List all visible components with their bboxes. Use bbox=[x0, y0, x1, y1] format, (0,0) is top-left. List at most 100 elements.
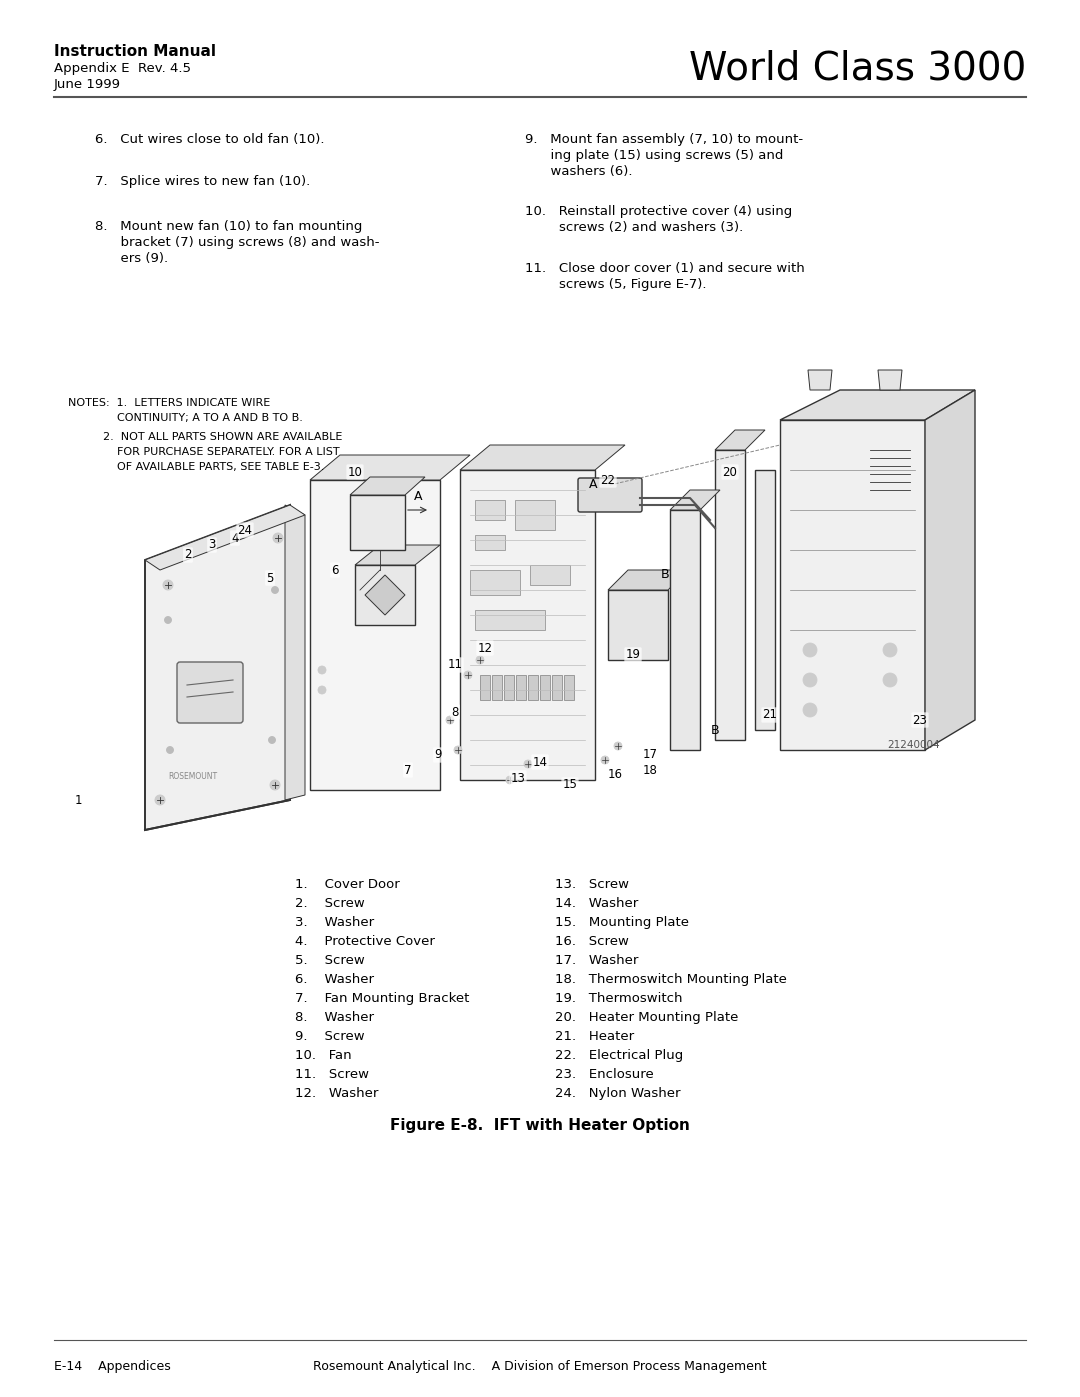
Text: 19: 19 bbox=[625, 648, 640, 662]
Bar bbox=[552, 675, 562, 700]
Polygon shape bbox=[924, 390, 975, 750]
Text: 5: 5 bbox=[267, 571, 273, 584]
Text: 24.   Nylon Washer: 24. Nylon Washer bbox=[555, 1087, 680, 1099]
Text: 6: 6 bbox=[332, 563, 339, 577]
Circle shape bbox=[476, 657, 484, 664]
Bar bbox=[504, 675, 514, 700]
Bar bbox=[475, 610, 545, 630]
Text: 18.   Thermoswitch Mounting Plate: 18. Thermoswitch Mounting Plate bbox=[555, 972, 787, 986]
Polygon shape bbox=[878, 370, 902, 390]
Circle shape bbox=[446, 717, 454, 724]
Circle shape bbox=[524, 760, 532, 768]
Text: 5.    Screw: 5. Screw bbox=[295, 954, 365, 967]
Text: 21.   Heater: 21. Heater bbox=[555, 1030, 634, 1044]
Circle shape bbox=[156, 795, 165, 805]
Text: OF AVAILABLE PARTS, SEE TABLE E-3.: OF AVAILABLE PARTS, SEE TABLE E-3. bbox=[68, 462, 324, 472]
Text: ROSEMOUNT: ROSEMOUNT bbox=[168, 773, 217, 781]
Text: Rosemount Analytical Inc.    A Division of Emerson Process Management: Rosemount Analytical Inc. A Division of … bbox=[313, 1361, 767, 1373]
Text: A: A bbox=[414, 489, 422, 503]
Text: washers (6).: washers (6). bbox=[525, 165, 633, 177]
Circle shape bbox=[804, 643, 816, 657]
Circle shape bbox=[273, 534, 283, 543]
Text: 8.   Mount new fan (10) to fan mounting: 8. Mount new fan (10) to fan mounting bbox=[95, 219, 363, 233]
Text: 11: 11 bbox=[447, 658, 462, 672]
Text: 4: 4 bbox=[231, 531, 239, 545]
Text: screws (5, Figure E-7).: screws (5, Figure E-7). bbox=[525, 278, 706, 291]
Circle shape bbox=[271, 587, 279, 594]
Text: 9.   Mount fan assembly (7, 10) to mount-: 9. Mount fan assembly (7, 10) to mount- bbox=[525, 133, 804, 147]
Text: 23.   Enclosure: 23. Enclosure bbox=[555, 1067, 653, 1081]
Polygon shape bbox=[365, 576, 405, 615]
Text: B: B bbox=[711, 724, 719, 736]
Polygon shape bbox=[285, 504, 305, 800]
Text: 7.   Splice wires to new fan (10).: 7. Splice wires to new fan (10). bbox=[95, 175, 310, 189]
Circle shape bbox=[883, 673, 897, 687]
Bar bbox=[480, 675, 490, 700]
Text: 10.   Fan: 10. Fan bbox=[295, 1049, 352, 1062]
Text: CONTINUITY; A TO A AND B TO B.: CONTINUITY; A TO A AND B TO B. bbox=[68, 414, 302, 423]
Text: 7: 7 bbox=[404, 764, 411, 777]
Text: 1.    Cover Door: 1. Cover Door bbox=[295, 877, 400, 891]
Text: ers (9).: ers (9). bbox=[95, 251, 168, 265]
FancyBboxPatch shape bbox=[177, 662, 243, 724]
Circle shape bbox=[883, 643, 897, 657]
Polygon shape bbox=[608, 590, 669, 659]
Circle shape bbox=[318, 686, 326, 694]
Text: 24: 24 bbox=[238, 524, 253, 536]
Circle shape bbox=[804, 703, 816, 717]
Text: 13: 13 bbox=[511, 771, 526, 785]
Text: 17.   Washer: 17. Washer bbox=[555, 954, 638, 967]
Circle shape bbox=[804, 673, 816, 687]
Polygon shape bbox=[310, 481, 440, 789]
Text: 22.   Electrical Plug: 22. Electrical Plug bbox=[555, 1049, 684, 1062]
Text: Appendix E  Rev. 4.5: Appendix E Rev. 4.5 bbox=[54, 61, 191, 75]
Circle shape bbox=[318, 666, 326, 673]
Text: Instruction Manual: Instruction Manual bbox=[54, 43, 216, 59]
Text: 3.    Washer: 3. Washer bbox=[295, 916, 374, 929]
Polygon shape bbox=[670, 490, 720, 510]
Text: A: A bbox=[589, 479, 597, 492]
Bar bbox=[515, 500, 555, 529]
Text: 4.    Protective Cover: 4. Protective Cover bbox=[295, 935, 435, 949]
Text: 14: 14 bbox=[532, 756, 548, 768]
Bar bbox=[516, 675, 526, 700]
Polygon shape bbox=[355, 564, 415, 624]
Text: 6.    Washer: 6. Washer bbox=[295, 972, 374, 986]
Polygon shape bbox=[355, 545, 440, 564]
Polygon shape bbox=[755, 469, 775, 731]
Polygon shape bbox=[145, 504, 305, 570]
Polygon shape bbox=[145, 504, 291, 830]
Text: 6.   Cut wires close to old fan (10).: 6. Cut wires close to old fan (10). bbox=[95, 133, 324, 147]
Bar bbox=[492, 675, 502, 700]
Polygon shape bbox=[608, 570, 688, 590]
Text: 20: 20 bbox=[723, 465, 738, 479]
Polygon shape bbox=[808, 370, 832, 390]
Bar bbox=[470, 570, 519, 595]
Polygon shape bbox=[350, 476, 426, 495]
Polygon shape bbox=[780, 390, 975, 420]
Text: 15.   Mounting Plate: 15. Mounting Plate bbox=[555, 916, 689, 929]
Circle shape bbox=[507, 775, 514, 784]
Text: 15: 15 bbox=[563, 778, 578, 792]
Bar bbox=[540, 675, 550, 700]
Text: 22: 22 bbox=[600, 474, 616, 486]
Text: 12: 12 bbox=[477, 641, 492, 655]
Text: 2.    Screw: 2. Screw bbox=[295, 897, 365, 909]
Circle shape bbox=[464, 671, 472, 679]
Text: 3: 3 bbox=[208, 538, 216, 552]
Polygon shape bbox=[670, 510, 700, 750]
Text: bracket (7) using screws (8) and wash-: bracket (7) using screws (8) and wash- bbox=[95, 236, 379, 249]
Text: 11.   Close door cover (1) and secure with: 11. Close door cover (1) and secure with bbox=[525, 263, 805, 275]
Bar bbox=[475, 500, 505, 520]
Text: ing plate (15) using screws (5) and: ing plate (15) using screws (5) and bbox=[525, 149, 783, 162]
Polygon shape bbox=[780, 420, 924, 750]
Text: 17: 17 bbox=[643, 749, 658, 761]
Polygon shape bbox=[460, 469, 595, 780]
Circle shape bbox=[615, 742, 622, 750]
Text: FOR PURCHASE SEPARATELY. FOR A LIST: FOR PURCHASE SEPARATELY. FOR A LIST bbox=[68, 447, 339, 457]
Text: 18: 18 bbox=[643, 764, 658, 777]
Polygon shape bbox=[310, 455, 470, 481]
Circle shape bbox=[269, 736, 275, 743]
Text: World Class 3000: World Class 3000 bbox=[689, 50, 1026, 88]
FancyBboxPatch shape bbox=[578, 478, 642, 511]
